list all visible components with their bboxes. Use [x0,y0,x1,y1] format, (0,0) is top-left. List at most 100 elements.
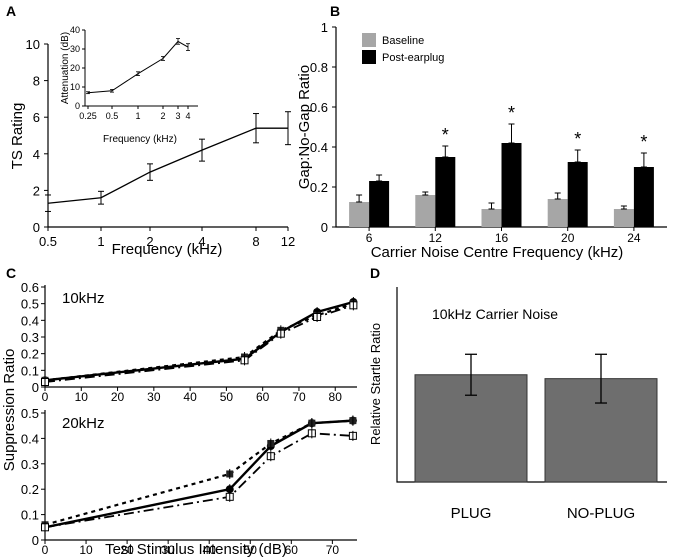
panel-c-ytick-label: 0.6 [21,280,39,295]
panel-c-ytick-label: 0.4 [21,431,39,446]
panel-b-x-ticks: 6 12 16 20 24 [366,227,641,245]
legend-post-earplug-label: Post-earplug [382,52,444,64]
panel-b-ytick-label: 1 [321,20,328,35]
panel-a-xtick-label: 2 [146,234,153,249]
panel-a-ytick-label: 8 [33,74,40,89]
panel-a-ytick-label: 0 [33,220,40,235]
panel-a-x-ticks: 0.5 1 2 4 8 12 [39,227,295,249]
panel-b-xtick-label: 20 [561,231,575,245]
panel-a-xtick-label: 12 [281,234,295,249]
panel-a-inset-ytick-label: 40 [70,25,80,35]
panel-b-xtick-label: 6 [366,231,373,245]
legend-baseline-label: Baseline [382,35,424,47]
panel-c-xtick-label: 60 [256,390,270,404]
panel-c-line-solid [44,300,354,382]
panel-a-ytick-label: 2 [33,183,40,198]
panel-c-xtick-label: 60 [285,543,299,557]
panel-c-line-dotted [44,302,354,382]
panel-a-inset-xtick-label: 3 [175,111,180,121]
significance-star: * [640,132,647,152]
panel-c-bottom-title: 20kHz [62,415,105,432]
panel-a-inset-ytick-label: 20 [70,63,80,73]
panel-d: D 10kHz Carrier Noise Relative Startle R… [368,265,667,522]
panel-c-ytick-label: 0.4 [21,313,39,328]
panel-c-top-x-ticks: 0 10 20 30 40 50 60 70 80 [42,387,343,404]
panel-a-ytick-label: 10 [26,37,40,52]
panel-c-ytick-label: 0.3 [21,457,39,472]
panel-d-category-label: NO-PLUG [567,505,635,522]
panel-a-inset-ylabel: Attenuation (dB) [60,32,71,104]
panel-c-xtick-label: 20 [111,390,125,404]
legend-baseline-swatch [362,33,376,47]
bar-post-earplug [435,157,456,227]
panel-a-letter: A [6,3,16,19]
bar-baseline [547,199,568,227]
panel-a-inset-xtick-label: 2 [160,111,165,121]
panel-c-line-dashdot [44,432,353,529]
panel-b-xlabel: Carrier Noise Centre Frequency (kHz) [371,244,624,261]
panel-c-xtick-label: 70 [326,543,340,557]
panel-a-inset-axes [84,30,198,107]
panel-b-bars: * * * * [349,103,654,227]
panel-a-line [47,127,288,204]
panel-a-inset-ytick-label: 0 [75,101,80,111]
panel-a-xtick-label: 4 [198,234,205,249]
panel-d-letter: D [370,265,380,281]
panel-b-ylabel: Gap:No-Gap Ratio [296,65,313,189]
panel-b-legend: Baseline Post-earplug [362,33,444,64]
panel-c-ytick-label: 0.1 [21,508,39,523]
panel-a-inset-xtick-label: 0.5 [106,111,119,121]
bar-post-earplug [633,167,654,227]
panel-d-bars: PLUG NO-PLUG [414,353,658,522]
panel-c-ytick-label: 0.3 [21,330,39,345]
panel-c-xtick-label: 80 [329,390,343,404]
panel-a-inset-xlabel: Frequency (kHz) [103,134,177,145]
panel-a-xtick-label: 1 [97,234,104,249]
panel-c-ytick-label: 0 [32,380,39,395]
panel-c-xtick-label: 30 [147,390,161,404]
panel-a-inset-y-ticks: 0 10 20 30 40 [70,25,85,111]
panel-a-ytick-label: 4 [33,147,40,162]
panel-b-letter: B [330,3,340,19]
panel-c-bottom-y-ticks: 0 0.1 0.2 0.3 0.4 0.5 [21,406,45,548]
significance-star: * [442,125,449,145]
bar-baseline [481,209,502,227]
panel-c-xlabel: Test Stimulus Intensity (dB) [105,541,287,558]
panel-a-xlabel: Frequency (kHz) [112,241,223,258]
panel-d-category-label: PLUG [451,505,492,522]
bar-baseline [613,209,634,227]
bar-baseline [349,202,370,227]
panel-c-xtick-label: 50 [244,543,258,557]
panel-d-title: 10kHz Carrier Noise [432,306,558,322]
panel-c-ylabel: Suppression Ratio [1,349,18,472]
significance-star: * [508,103,515,123]
panel-a-inset-ytick-label: 30 [70,44,80,54]
panel-c-ytick-label: 0.2 [21,347,39,362]
panel-a-ylabel: TS Rating [9,103,26,170]
panel-c-bottom-series [41,415,357,533]
panel-b-ytick-label: 0.4 [310,140,328,155]
panel-a-inset-xtick-label: 0.25 [79,111,97,121]
panel-c-xtick-label: 50 [220,390,234,404]
panel-b-ytick-label: 0.8 [310,60,328,75]
bar-post-earplug [369,181,390,227]
panel-a-xtick-label: 8 [252,234,259,249]
panel-c-xtick-label: 10 [79,543,93,557]
panel-c-xtick-label: 20 [120,543,134,557]
panel-b: B 0 0.2 0.4 0.6 0.8 1 6 12 16 20 24 Gap:No-Gap Ra… [296,3,667,261]
panel-c-top-title: 10kHz [62,290,105,307]
panel-c-ytick-label: 0.5 [21,297,39,312]
panel-c-xtick-label: 0 [42,390,49,404]
panel-a-inset-xtick-label: 1 [135,111,140,121]
significance-star: * [574,129,581,149]
panel-a-inset-series [86,38,190,95]
panel-d-ylabel: Relative Startle Ratio [368,323,383,445]
panel-b-ytick-label: 0.2 [310,180,328,195]
panel-b-xtick-label: 16 [495,231,509,245]
panel-c-ytick-label: 0.2 [21,482,39,497]
panel-c-xtick-label: 40 [203,543,217,557]
panel-c-letter: C [6,265,16,281]
panel-c-xtick-label: 0 [42,543,49,557]
